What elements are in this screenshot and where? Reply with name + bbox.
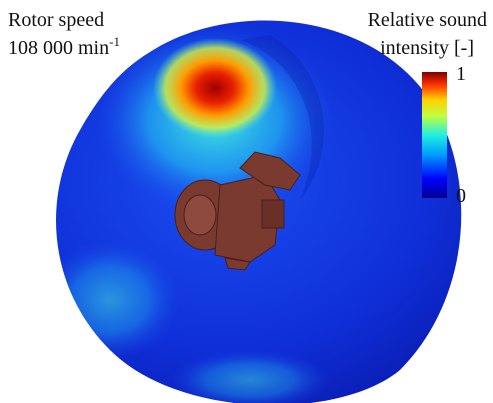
colorbar-title: intensity [-] [380,37,474,59]
colorbar-max-label: 1 [456,63,466,85]
colorbar-title: Relative sound [368,9,487,31]
rotor-speed-value: 108 000 min-1 [8,34,120,59]
colorbar-min-label: 0 [456,185,466,207]
rotor-speed-label: Rotor speed [8,9,104,31]
figure: Rotor speed 108 000 min-1 Relative sound… [0,0,493,403]
colorbar [422,72,447,198]
speed-value: 108 000 min [8,37,109,59]
speed-exponent: -1 [109,34,120,49]
page: Rotor speed 108 000 min-1 Relative sound… [0,0,493,403]
